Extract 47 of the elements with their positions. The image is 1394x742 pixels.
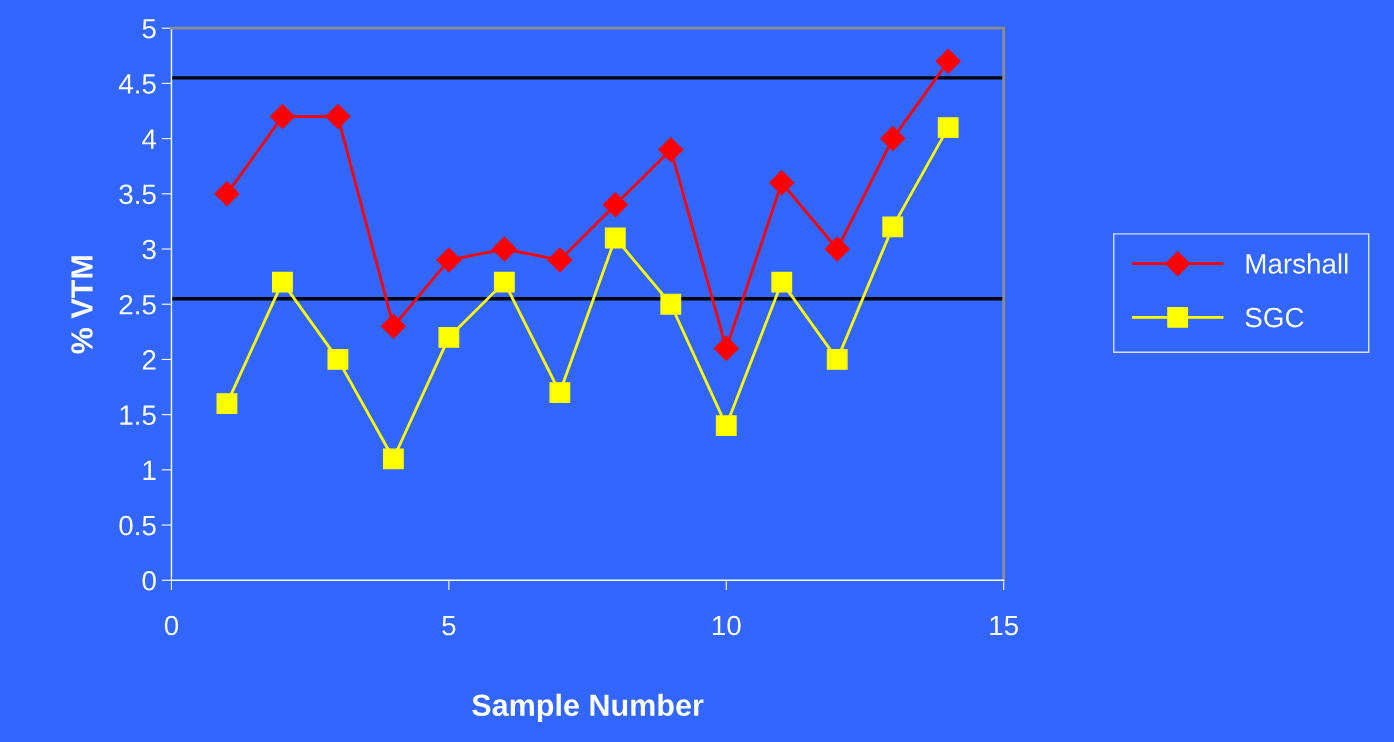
point [935, 48, 961, 74]
y-tick-label: 4.5 [118, 74, 156, 94]
point [713, 335, 739, 361]
legend-label: Marshall [1246, 253, 1348, 274]
y-tick-label: 2 [142, 350, 156, 370]
point [771, 271, 793, 293]
point [660, 293, 682, 315]
point [269, 104, 295, 130]
point [214, 181, 240, 207]
point [272, 271, 293, 293]
y-tick-label: 4 [142, 129, 157, 149]
point [493, 271, 515, 293]
point [880, 126, 906, 152]
point [438, 326, 460, 348]
point [658, 137, 684, 163]
point [325, 104, 351, 130]
y-tick-label: 0.5 [119, 515, 156, 536]
point [937, 117, 959, 138]
point [436, 247, 462, 273]
y-axis-title: % VTM [71, 256, 93, 354]
y-tick-label: 1.5 [120, 405, 156, 425]
point [602, 192, 628, 218]
point [882, 216, 904, 238]
point [824, 236, 850, 262]
y-tick-label: 3.5 [119, 184, 156, 205]
point [549, 382, 571, 403]
point [327, 349, 349, 370]
x-tick-label: 10 [712, 615, 741, 636]
point [769, 170, 795, 196]
x-tick-label: 0 [164, 615, 179, 636]
y-tick-label: 2.5 [119, 294, 156, 315]
point [216, 393, 238, 415]
point [491, 236, 517, 262]
y-tick-label: 0 [142, 570, 156, 591]
y-tick-label: 3 [142, 239, 156, 260]
point [380, 313, 406, 339]
point [715, 415, 737, 437]
x-tick-label: 15 [990, 615, 1018, 636]
point [547, 247, 573, 273]
y-tick-label: 5 [142, 19, 156, 39]
x-tick-label: 5 [442, 615, 456, 636]
y-tick-label: 1 [143, 460, 156, 480]
x-axis-title: Sample Number [472, 693, 704, 723]
point [382, 448, 404, 470]
point [826, 349, 848, 370]
legend-label: SGC [1245, 307, 1304, 328]
point [604, 227, 626, 249]
